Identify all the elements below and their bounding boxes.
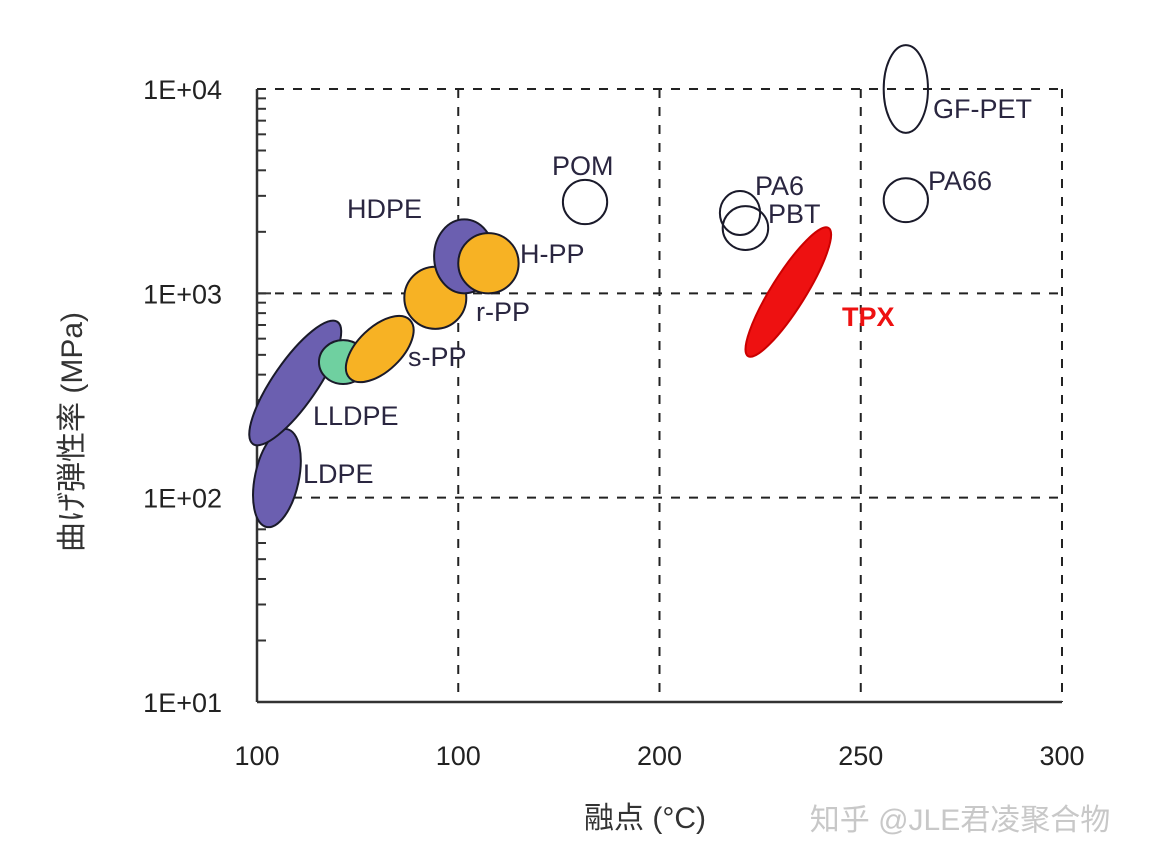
tick-labels: 100 100 200 250 300 1E+01 1E+02 1E+03 1E+04 [143,75,1084,771]
h-pp-ellipse [457,232,520,295]
label-h-pp: H-PP [520,239,585,269]
pa66-ellipse [882,177,929,224]
pom-ellipse [561,178,609,226]
gf-pet-ellipse [882,44,929,134]
pa6-ellipse [718,189,762,236]
label-ldpe: LDPE [303,459,374,489]
y-tick-label: 1E+02 [143,484,222,514]
material-ellipses [248,44,929,529]
ldpe-ellipse [252,427,302,529]
label-pa6: PA6 [755,171,804,201]
x-tick-label: 250 [838,741,883,771]
label-s-pp: s-PP [408,342,467,372]
x-tick-label: 100 [436,741,481,771]
axes [255,89,1062,704]
x-tick-label: 200 [637,741,682,771]
label-gf-pet: GF-PET [933,94,1032,124]
y-tick-label: 1E+04 [143,75,222,105]
y-tick-label: 1E+01 [143,688,222,718]
label-tpx: TPX [842,302,895,332]
pbt-ellipse [721,205,770,251]
label-lldpe: LLDPE [313,401,399,431]
y-axis-title: 曲げ弾性率 (MPa) [56,312,89,552]
x-tick-label: 100 [234,741,279,771]
label-hdpe: HDPE [347,194,422,224]
tpx-ellipse [744,226,833,358]
lldpe-ellipse [248,319,343,447]
watermark: 知乎 @JLE君凌聚合物 [810,804,1110,837]
label-pom: POM [552,151,614,181]
label-pbt: PBT [768,199,821,229]
label-pa66: PA66 [928,166,992,196]
s-pp-ellipse [344,314,415,384]
x-tick-label: 300 [1039,741,1084,771]
x-axis-title: 融点 (°C) [584,802,706,835]
label-r-pp: r-PP [476,297,530,327]
y-tick-label: 1E+03 [143,279,222,309]
